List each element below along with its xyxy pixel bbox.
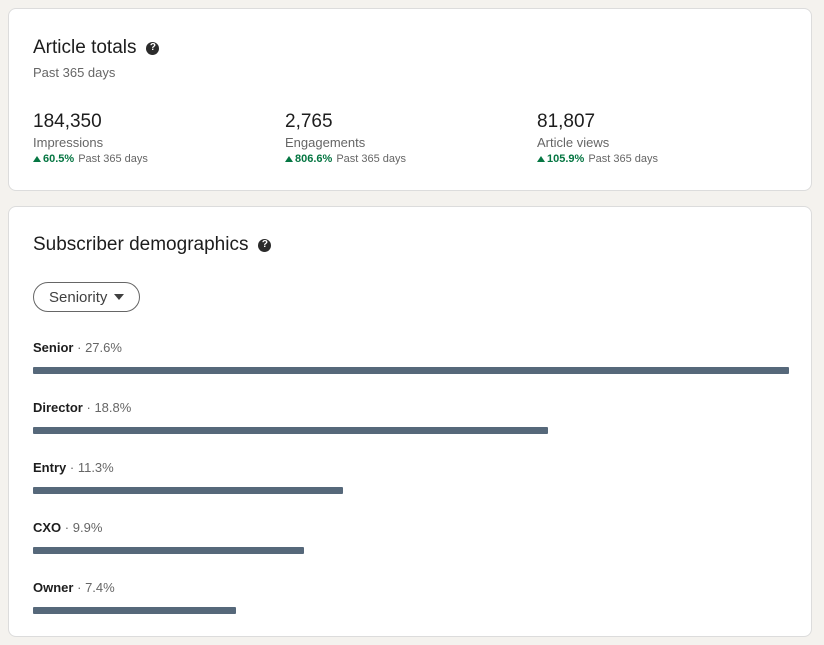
- help-icon[interactable]: ?: [146, 41, 160, 55]
- metric-value: 184,350: [33, 111, 102, 132]
- demographic-row: CXO · 9.9%: [33, 520, 789, 554]
- demographic-percent: 18.8%: [94, 400, 132, 415]
- demographic-label: Director · 18.8%: [33, 400, 789, 415]
- demographic-name: CXO: [33, 520, 62, 535]
- metric-article-views: 81,807 Article views 105.9% Past 365 day…: [537, 111, 658, 165]
- subscriber-demographics-title: Subscriber demographics: [33, 234, 249, 255]
- bar-fill: [33, 367, 789, 374]
- subscriber-demographics-header: Subscriber demographics ?: [33, 234, 272, 256]
- metric-change-percent: 105.9%: [547, 153, 585, 165]
- demographic-label: Owner · 7.4%: [33, 580, 789, 595]
- bar-fill: [33, 607, 236, 614]
- subscriber-demographics-card: Subscriber demographics ? Seniority Seni…: [8, 206, 812, 637]
- metric-change-percent: 806.6%: [295, 153, 333, 165]
- separator: ·: [69, 460, 75, 475]
- metric-change-period: Past 365 days: [78, 153, 148, 165]
- bar-track: [33, 427, 789, 434]
- metric-value: 2,765: [285, 111, 333, 132]
- trend-up-icon: [537, 156, 545, 162]
- separator: ·: [77, 340, 82, 355]
- metric-change-period: Past 365 days: [588, 153, 659, 165]
- demographic-row: Senior · 27.6%: [33, 340, 789, 374]
- article-totals-title: Article totals: [33, 37, 137, 58]
- metric-value: 81,807: [537, 111, 596, 132]
- trend-up-icon: [33, 156, 41, 162]
- demographic-label: Entry · 11.3%: [33, 460, 789, 475]
- demographic-label: Senior · 27.6%: [33, 340, 789, 355]
- metric-label: Engagements: [285, 135, 366, 150]
- metric-change: 806.6% Past 365 days: [285, 153, 406, 165]
- demographic-name: Owner: [33, 580, 74, 595]
- metric-change-period: Past 365 days: [336, 153, 407, 165]
- metric-change: 105.9% Past 365 days: [537, 153, 658, 165]
- demographic-percent: 11.3%: [77, 460, 114, 475]
- bar-track: [33, 487, 789, 494]
- demographic-percent: 9.9%: [72, 520, 103, 535]
- demographic-row: Owner · 7.4%: [33, 580, 789, 614]
- article-totals-card: Article totals ? Past 365 days 184,350 I…: [8, 8, 812, 191]
- demographic-name: Entry: [33, 460, 67, 475]
- help-icon[interactable]: ?: [258, 238, 272, 252]
- metric-label: Article views: [537, 135, 610, 150]
- bar-fill: [33, 487, 343, 494]
- demographic-label: CXO · 9.9%: [33, 520, 789, 535]
- dropdown-label: Seniority: [49, 288, 108, 306]
- demographic-percent: 7.4%: [85, 580, 115, 595]
- separator: ·: [86, 400, 91, 415]
- demographic-row: Entry · 11.3%: [33, 460, 789, 494]
- bar-track: [33, 367, 789, 374]
- seniority-dropdown[interactable]: Seniority: [33, 282, 141, 312]
- separator: ·: [64, 520, 70, 535]
- demographic-name: Senior: [33, 340, 74, 355]
- trend-up-icon: [285, 156, 293, 162]
- caret-down-icon: [114, 294, 125, 300]
- demographic-percent: 27.6%: [85, 340, 122, 355]
- metric-impressions: 184,350 Impressions 60.5% Past 365 days: [33, 111, 148, 165]
- bar-fill: [33, 547, 305, 554]
- metric-engagements: 2,765 Engagements 806.6% Past 365 days: [285, 111, 406, 165]
- separator: ·: [77, 580, 82, 595]
- bar-fill: [33, 427, 548, 434]
- article-totals-subtitle: Past 365 days: [33, 65, 116, 80]
- metric-change-percent: 60.5%: [43, 153, 75, 165]
- bar-track: [33, 607, 789, 614]
- bar-track: [33, 547, 789, 554]
- demographic-name: Director: [33, 400, 83, 415]
- metric-label: Impressions: [33, 135, 104, 150]
- article-totals-header: Article totals ?: [33, 37, 160, 59]
- demographic-row: Director · 18.8%: [33, 400, 789, 434]
- metric-change: 60.5% Past 365 days: [33, 153, 148, 165]
